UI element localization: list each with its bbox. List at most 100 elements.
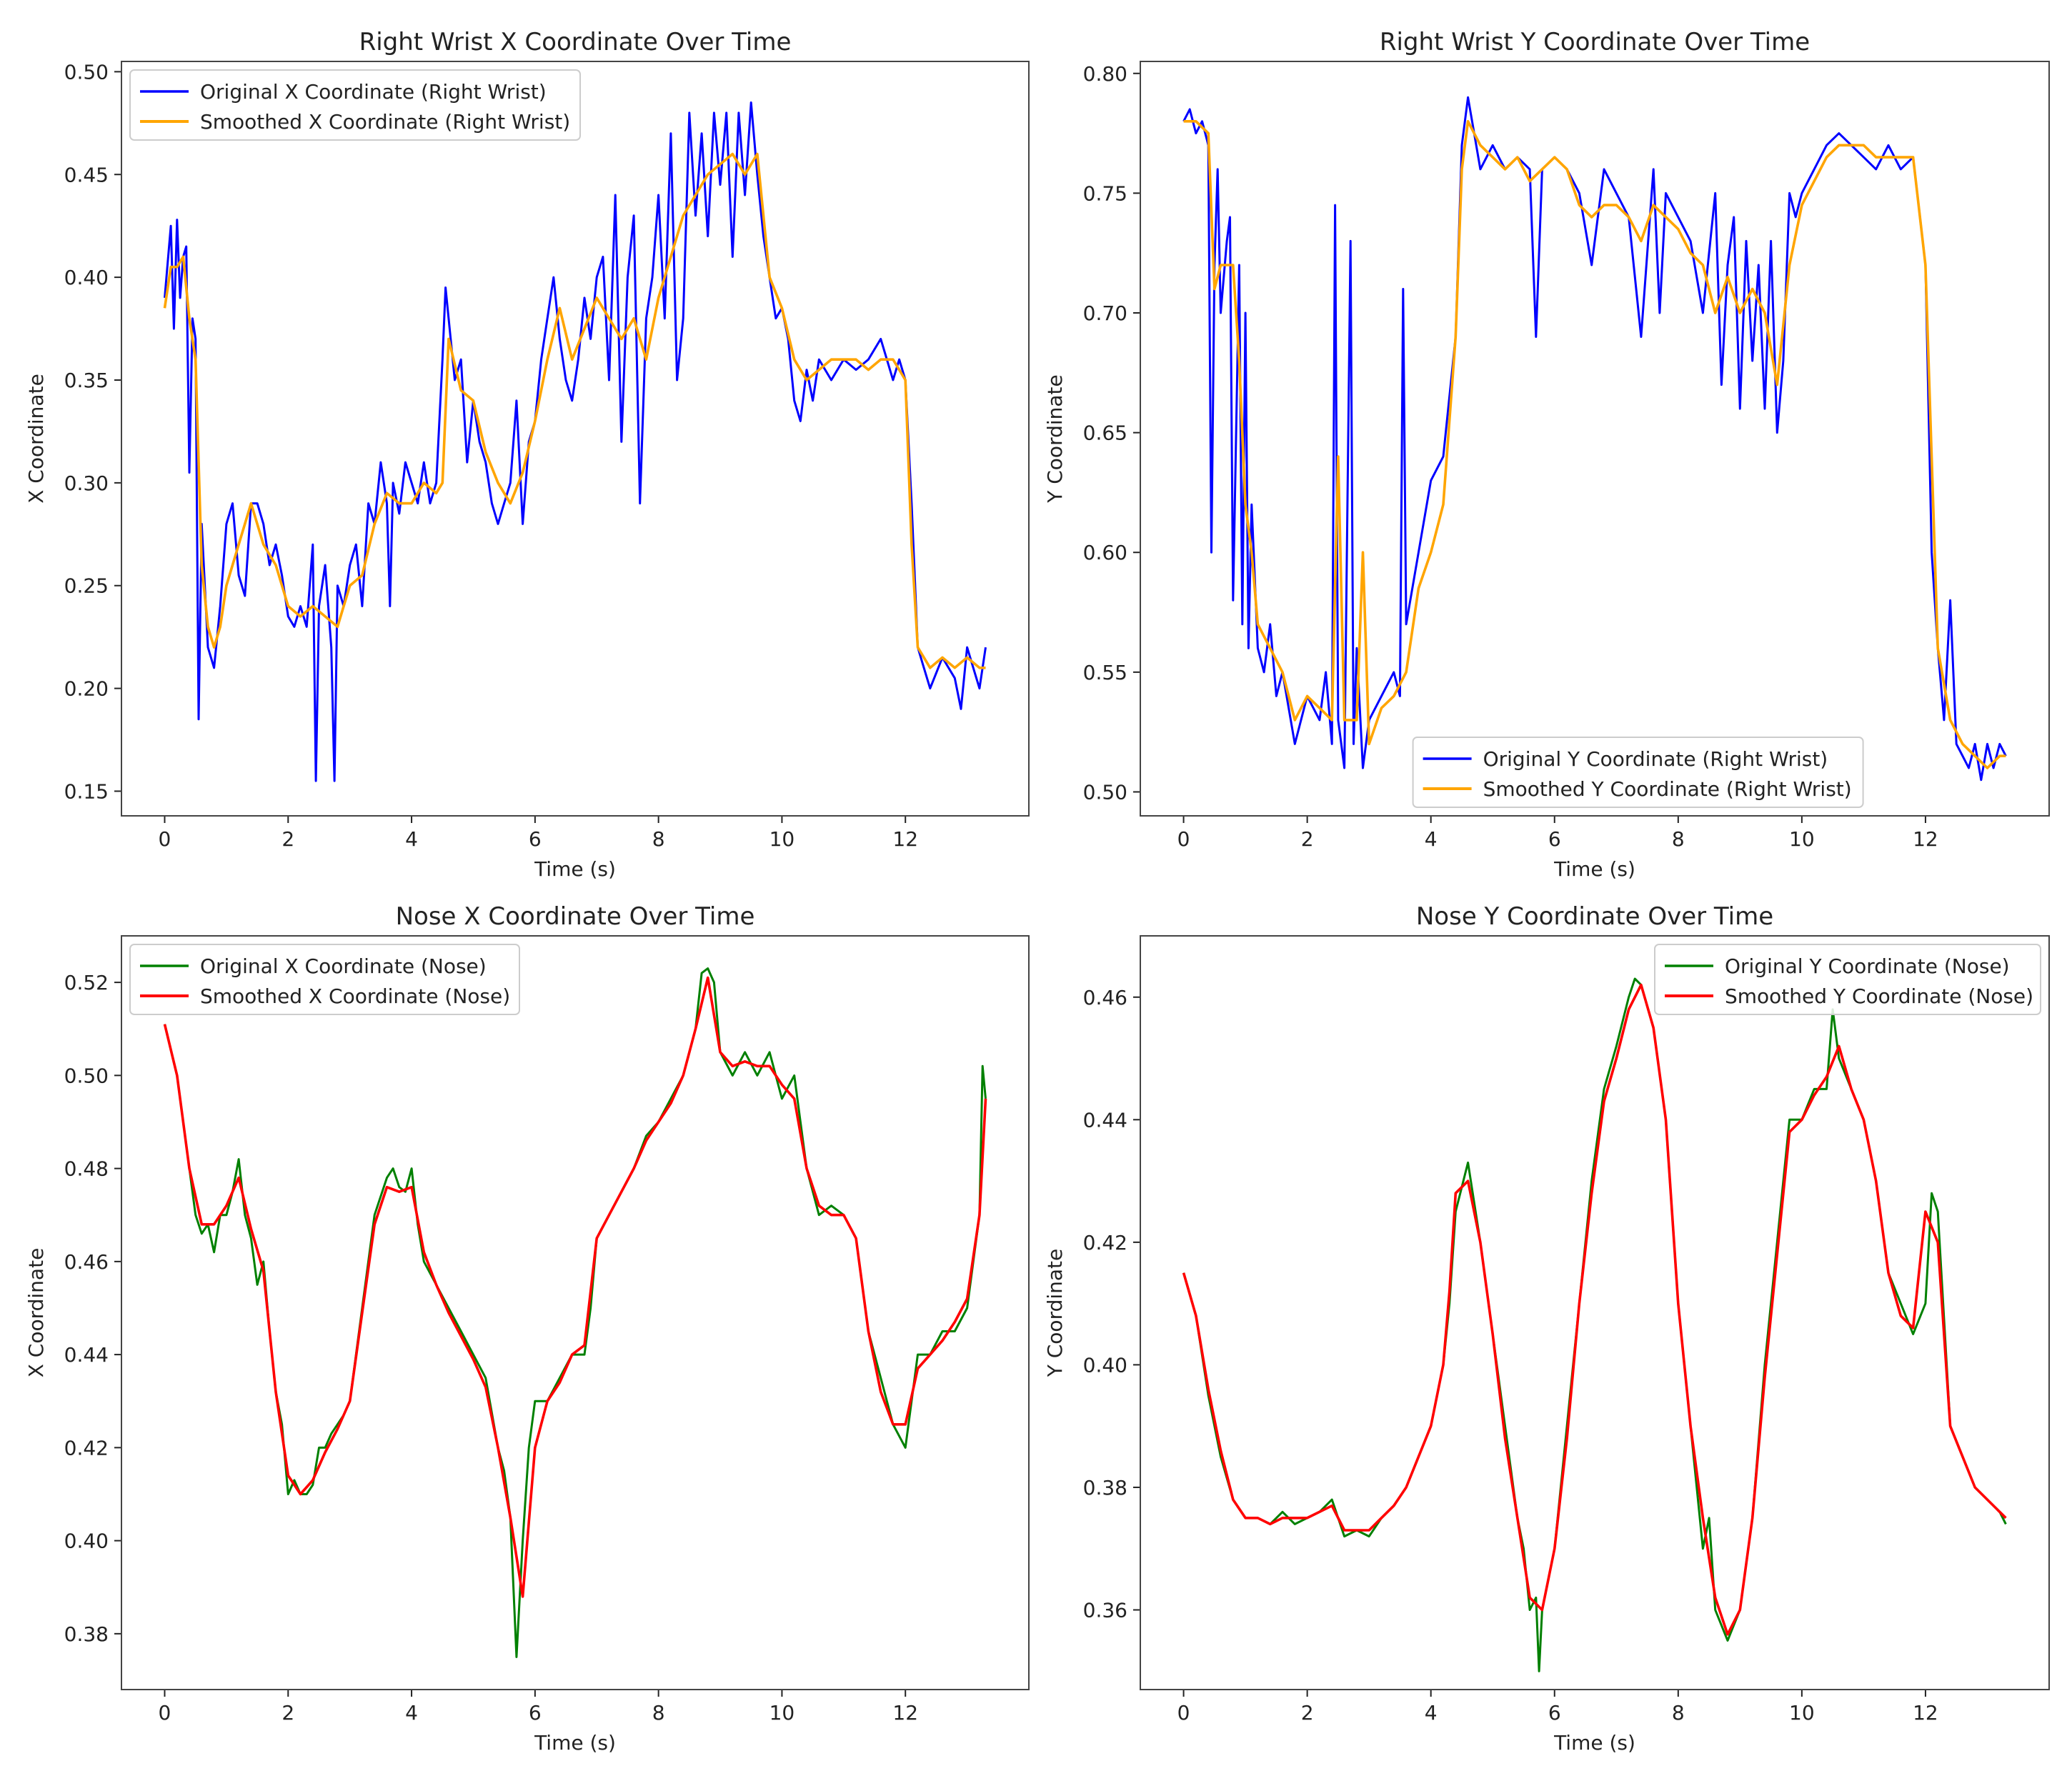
x-tick-label: 10 bbox=[769, 1701, 795, 1725]
legend-entry: Smoothed Y Coordinate (Nose) bbox=[1725, 984, 2033, 1008]
y-tick-label: 0.70 bbox=[1083, 301, 1127, 325]
y-tick-label: 0.35 bbox=[64, 369, 109, 392]
x-tick-label: 8 bbox=[1672, 827, 1685, 851]
legend-box bbox=[1654, 944, 2041, 1015]
y-tick-label: 0.40 bbox=[64, 266, 109, 289]
chart-title: Nose X Coordinate Over Time bbox=[396, 902, 755, 931]
legend: Original Y Coordinate (Nose) Smoothed Y C… bbox=[1654, 944, 2041, 1015]
x-tick-label: 10 bbox=[1789, 827, 1815, 851]
y-tick-label: 0.36 bbox=[1083, 1598, 1127, 1622]
legend-entry: Original Y Coordinate (Nose) bbox=[1725, 954, 2010, 978]
series-line-original bbox=[164, 967, 987, 1658]
y-tick-label: 0.38 bbox=[1083, 1476, 1127, 1500]
x-axis-label: Time (s) bbox=[1553, 857, 1635, 881]
x-axis-label: Time (s) bbox=[1553, 1731, 1635, 1755]
y-tick-label: 0.42 bbox=[64, 1436, 109, 1460]
chart-panel-3: Nose Y Coordinate Over Time Time (s) Y Coo… bbox=[1043, 902, 2050, 1755]
x-tick-label: 6 bbox=[1548, 1701, 1561, 1725]
x-tick-label: 10 bbox=[769, 827, 795, 851]
y-tick-label: 0.44 bbox=[1083, 1108, 1127, 1132]
legend-entry: Original X Coordinate (Right Wrist) bbox=[200, 80, 547, 104]
y-tick-label: 0.50 bbox=[1083, 780, 1127, 804]
y-tick-label: 0.60 bbox=[1083, 541, 1127, 564]
legend-entry: Smoothed X Coordinate (Right Wrist) bbox=[200, 110, 570, 134]
series-line-smoothed bbox=[1182, 983, 2007, 1636]
y-tick-label: 0.48 bbox=[64, 1157, 109, 1181]
x-tick-label: 12 bbox=[892, 827, 918, 851]
y-axis-label: X Coordinate bbox=[24, 1248, 48, 1378]
legend: Original X Coordinate (Nose) Smoothed X C… bbox=[129, 944, 520, 1015]
legend-box bbox=[129, 69, 581, 141]
chart-title: Right Wrist Y Coordinate Over Time bbox=[1380, 28, 1810, 56]
x-tick-label: 0 bbox=[1177, 1701, 1190, 1725]
x-tick-label: 0 bbox=[159, 827, 171, 851]
legend-entry: Smoothed Y Coordinate (Right Wrist) bbox=[1483, 777, 1852, 801]
x-tick-label: 4 bbox=[405, 1701, 418, 1725]
y-axis-label: Y Coordinate bbox=[1043, 374, 1067, 504]
x-tick-label: 12 bbox=[1913, 827, 1938, 851]
y-tick-label: 0.55 bbox=[1083, 661, 1127, 684]
y-tick-label: 0.38 bbox=[64, 1622, 109, 1646]
series-line-smoothed bbox=[163, 976, 987, 1598]
x-tick-label: 8 bbox=[1672, 1701, 1685, 1725]
chart-panel-0: Right Wrist X Coordinate Over Time Time (… bbox=[24, 28, 1030, 881]
x-tick-label: 10 bbox=[1789, 1701, 1815, 1725]
plot-frame bbox=[121, 61, 1030, 817]
x-tick-label: 8 bbox=[652, 827, 665, 851]
chart-panel-1: Right Wrist Y Coordinate Over Time Time (… bbox=[1043, 28, 2050, 881]
series-line-original bbox=[164, 101, 987, 782]
x-tick-label: 2 bbox=[1301, 1701, 1314, 1725]
y-tick-label: 0.25 bbox=[64, 574, 109, 598]
x-tick-label: 6 bbox=[1548, 827, 1561, 851]
chart-title: Right Wrist X Coordinate Over Time bbox=[359, 28, 792, 56]
plot-frame bbox=[121, 935, 1030, 1690]
x-axis-label: Time (s) bbox=[534, 857, 616, 881]
y-tick-label: 0.46 bbox=[1083, 986, 1127, 1009]
series-line-smoothed bbox=[1183, 120, 2006, 769]
x-tick-label: 2 bbox=[282, 827, 294, 851]
legend-box bbox=[129, 944, 520, 1015]
y-tick-label: 0.75 bbox=[1083, 181, 1127, 205]
x-tick-label: 4 bbox=[1425, 827, 1438, 851]
y-tick-label: 0.50 bbox=[64, 60, 109, 84]
legend-box bbox=[1412, 737, 1864, 808]
y-axis-label: X Coordinate bbox=[24, 374, 48, 504]
series-line-smoothed bbox=[163, 152, 986, 669]
chart-panel-2: Nose X Coordinate Over Time Time (s) X Coo… bbox=[24, 902, 1030, 1755]
x-tick-label: 2 bbox=[1301, 827, 1314, 851]
legend-entry: Smoothed X Coordinate (Nose) bbox=[200, 984, 510, 1008]
series-line-original bbox=[1182, 96, 2007, 782]
y-tick-label: 0.42 bbox=[1083, 1231, 1127, 1254]
x-axis-label: Time (s) bbox=[534, 1731, 616, 1755]
y-tick-label: 0.45 bbox=[64, 163, 109, 186]
legend-entry: Original X Coordinate (Nose) bbox=[200, 954, 487, 978]
y-tick-label: 0.40 bbox=[64, 1530, 109, 1553]
x-tick-label: 6 bbox=[529, 1701, 542, 1725]
y-tick-label: 0.15 bbox=[64, 779, 109, 803]
plot-frame bbox=[1140, 935, 2050, 1690]
series-line-original bbox=[1182, 977, 2007, 1672]
y-axis-label: Y Coordinate bbox=[1043, 1249, 1067, 1378]
x-tick-label: 0 bbox=[1177, 827, 1190, 851]
legend: Original X Coordinate (Right Wrist) Smoot… bbox=[129, 69, 581, 141]
chart-title: Nose Y Coordinate Over Time bbox=[1416, 902, 1773, 931]
x-tick-label: 8 bbox=[652, 1701, 665, 1725]
x-tick-label: 12 bbox=[892, 1701, 918, 1725]
y-tick-label: 0.65 bbox=[1083, 421, 1127, 445]
legend: Original Y Coordinate (Right Wrist) Smoot… bbox=[1412, 737, 1864, 808]
y-tick-label: 0.20 bbox=[64, 677, 109, 701]
y-tick-label: 0.46 bbox=[64, 1250, 109, 1274]
x-tick-label: 2 bbox=[282, 1701, 294, 1725]
x-tick-label: 4 bbox=[1425, 1701, 1438, 1725]
x-tick-label: 6 bbox=[529, 827, 542, 851]
y-tick-label: 0.80 bbox=[1083, 62, 1127, 86]
plot-frame bbox=[1140, 61, 2050, 817]
y-tick-label: 0.40 bbox=[1083, 1353, 1127, 1377]
y-tick-label: 0.30 bbox=[64, 472, 109, 495]
x-tick-label: 0 bbox=[159, 1701, 171, 1725]
y-tick-label: 0.50 bbox=[64, 1064, 109, 1087]
legend-entry: Original Y Coordinate (Right Wrist) bbox=[1483, 747, 1828, 771]
y-tick-label: 0.44 bbox=[64, 1343, 109, 1367]
y-tick-label: 0.52 bbox=[64, 971, 109, 994]
